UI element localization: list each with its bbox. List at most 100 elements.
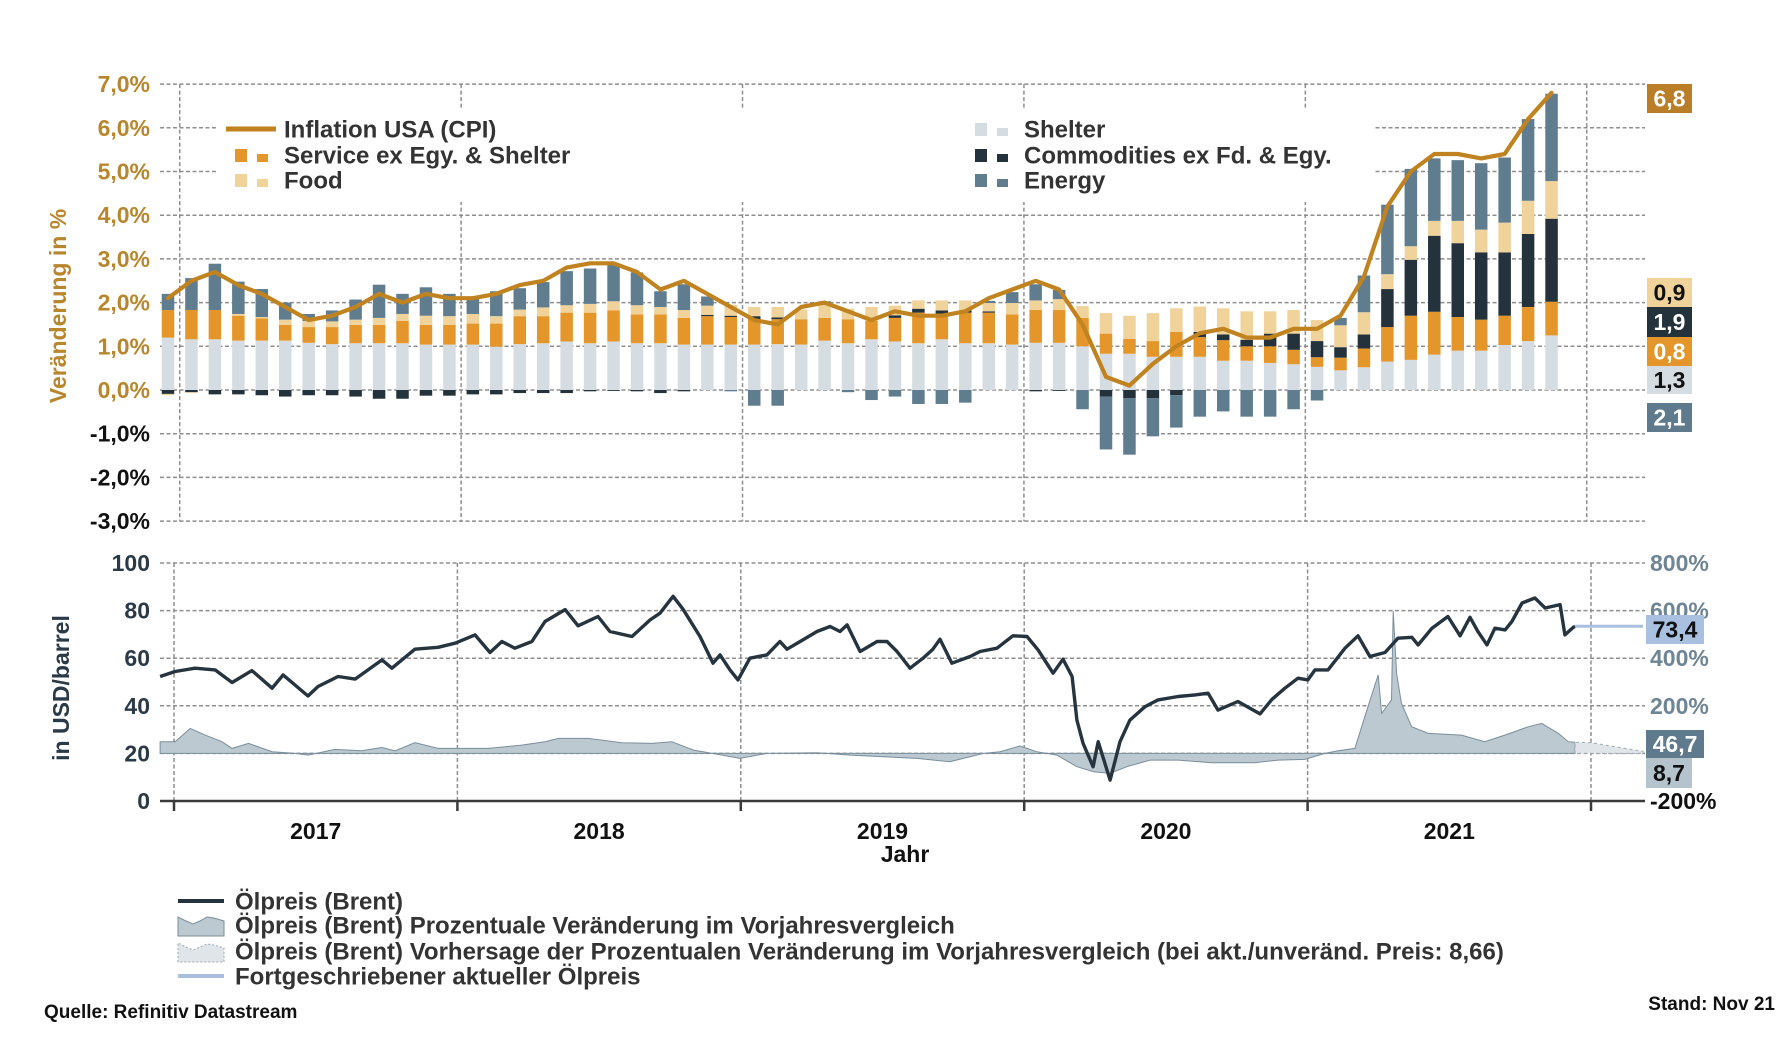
bar-segment-shelter — [841, 343, 855, 390]
bar-segment-food — [1451, 220, 1464, 244]
bar-segment-commodities — [1474, 252, 1488, 320]
bar-segment-service — [1474, 319, 1488, 351]
bar-segment-energy — [372, 284, 386, 318]
bar-segment-shelter — [1029, 342, 1042, 390]
lower-y-tick-label: 20 — [124, 740, 150, 766]
bar-segment-service — [935, 313, 949, 340]
bar-segment-shelter — [185, 339, 198, 390]
bar-stack — [841, 308, 855, 393]
lower-legend: Ölpreis (Brent) Ölpreis (Brent) Prozentu… — [177, 889, 1504, 991]
bar-segment-service — [1428, 311, 1441, 355]
commodities-large-square-icon — [975, 149, 987, 162]
bar-segment-commodities — [724, 315, 738, 318]
bar-segment-service — [1123, 338, 1136, 354]
bar-segment-commodities — [1381, 289, 1394, 328]
bar-segment-food — [349, 319, 362, 325]
food-small-square-icon — [257, 179, 268, 187]
bar-segment-food — [935, 300, 949, 311]
legend-label-commodities: Commodities ex Fd. & Egy. — [1024, 143, 1332, 170]
bar-segment-commodities — [912, 308, 925, 313]
bar-stack — [279, 302, 292, 397]
lower-y-tick-label: 0 — [137, 788, 150, 814]
bar-segment-food — [302, 320, 315, 328]
bar-segment-shelter — [1217, 360, 1230, 390]
oil-yoy-forecast-area — [1574, 741, 1644, 754]
legend-item-oil-projection: Fortgeschriebener aktueller Ölpreis — [178, 964, 640, 991]
legend-label-oil-projection: Fortgeschriebener aktueller Ölpreis — [235, 964, 640, 991]
x-axis-title: Jahr — [881, 841, 930, 867]
bar-stack — [232, 281, 245, 395]
bar-segment-service — [959, 312, 972, 344]
bar-segment-commodities — [443, 390, 456, 396]
upper-y-tick-label: -1,0% — [90, 421, 150, 447]
bar-segment-food — [1240, 311, 1253, 340]
upper-y-tick-label: 5,0% — [98, 159, 150, 185]
oil-yoy-area-legend-icon — [177, 916, 225, 937]
bar-segment-service — [396, 320, 409, 344]
bar-segment-food — [1076, 306, 1089, 318]
upper-y-axis-ticks: 7,0% 6,0% 5,0% 4,0% 3,0% 2,0% 1,0% 0,0% -1,0% -2,… — [90, 71, 150, 534]
bar-stack — [1545, 93, 1558, 391]
bar-segment-food — [1263, 311, 1277, 334]
end-label-energy: 2,1 — [1647, 403, 1692, 432]
bar-stack — [1029, 284, 1042, 392]
end-label-value: 46,7 — [1653, 731, 1698, 757]
lower-gridlines — [160, 562, 1645, 811]
end-label-value: 0,8 — [1654, 339, 1686, 365]
bar-segment-energy — [1545, 93, 1558, 182]
service-small-square-icon — [257, 154, 268, 162]
lower-end-labels: 73,4 46,7 8,7 — [1646, 615, 1704, 788]
bar-segment-energy — [935, 390, 949, 404]
bar-stack — [513, 288, 526, 394]
bar-segment-commodities — [302, 390, 315, 396]
bar-segment-service — [1240, 346, 1253, 361]
bar-segment-shelter — [607, 341, 620, 390]
bar-segment-commodities — [161, 390, 175, 394]
bar-segment-service — [1521, 306, 1535, 342]
bar-segment-service — [443, 324, 456, 345]
bar-segment-shelter — [654, 343, 667, 390]
bar-segment-service — [372, 324, 386, 344]
bar-stack — [630, 272, 644, 392]
bar-segment-energy — [1193, 390, 1207, 417]
bar-stack — [701, 296, 714, 390]
bar-stack — [185, 278, 198, 394]
bar-segment-shelter — [419, 344, 433, 390]
bar-stack — [466, 296, 480, 395]
upper-end-labels: 6,8 0,9 1,9 0,81,3 2,1 — [1647, 84, 1692, 432]
bar-segment-commodities — [583, 390, 597, 392]
bar-stack — [372, 284, 386, 399]
bar-segment-food — [912, 300, 925, 309]
bar-stack — [794, 309, 808, 390]
upper-y-tick-label: 6,0% — [98, 115, 150, 141]
bar-segment-commodities — [466, 390, 480, 395]
bar-segment-service — [724, 317, 738, 345]
upper-y-axis-title: Veränderung in % — [45, 209, 71, 403]
bar-segment-shelter — [1005, 344, 1019, 390]
end-label-box — [1646, 730, 1704, 758]
bar-segment-food — [419, 315, 433, 325]
bar-segment-commodities — [255, 390, 269, 396]
bar-segment-energy — [583, 268, 597, 304]
energy-large-square-icon — [975, 174, 987, 187]
bar-segment-commodities — [232, 390, 245, 395]
bar-segment-food — [724, 304, 738, 316]
bar-stack — [748, 306, 761, 406]
bar-segment-commodities — [1170, 390, 1183, 396]
bar-segment-energy — [513, 288, 526, 310]
legend-label-oil-yoy: Ölpreis (Brent) Prozentuale Veränderung … — [235, 913, 955, 940]
bar-stack — [607, 263, 620, 391]
bar-segment-food — [1334, 325, 1347, 348]
bar-segment-energy — [912, 390, 925, 404]
bar-stack — [1334, 317, 1347, 390]
upper-y-tick-label: 2,0% — [98, 290, 150, 316]
bar-segment-shelter — [771, 344, 784, 390]
shelter-small-square-icon — [997, 128, 1008, 136]
oil-yoy-area — [159, 611, 1576, 774]
bar-segment-service — [349, 324, 362, 344]
bar-segment-shelter — [279, 340, 292, 390]
bar-segment-commodities — [1240, 339, 1253, 347]
bar-segment-energy — [1076, 390, 1089, 410]
bar-segment-service — [325, 327, 339, 345]
bar-segment-food — [279, 319, 292, 325]
